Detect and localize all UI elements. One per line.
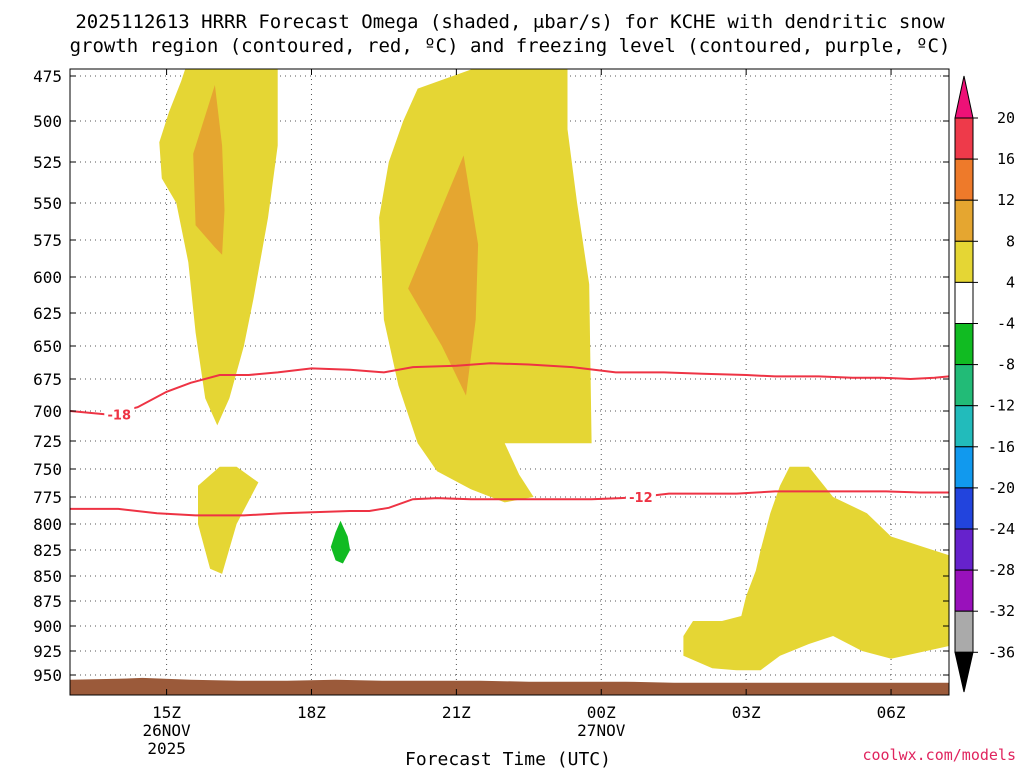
x-tick-date: 26NOV xyxy=(143,721,192,740)
y-tick-label: 925 xyxy=(33,642,62,661)
colorbar-segment xyxy=(954,240,974,283)
colorbar-segment xyxy=(954,281,974,324)
chart-title-line2: growth region (contoured, red, ºC) and f… xyxy=(70,35,951,57)
colorbar-segment xyxy=(954,528,974,571)
colorbar-segment xyxy=(954,487,974,530)
y-tick-label: 800 xyxy=(33,515,62,534)
colorbar-label: 12 xyxy=(997,191,1015,209)
x-tick-label: 00Z xyxy=(587,703,616,722)
y-tick-label: 550 xyxy=(33,194,62,213)
y-axis: 475 500 525 550 575 600 625 650 675 700 725 750 775 8… xyxy=(33,67,949,685)
y-tick-label: 825 xyxy=(33,541,62,560)
omega-region-4-8 xyxy=(683,466,949,671)
colorbar-label: -36 xyxy=(988,643,1015,661)
colorbar-label: 8 xyxy=(1006,232,1015,250)
x-tick-date: 27NOV xyxy=(577,721,626,740)
y-tick-label: 850 xyxy=(33,567,62,586)
y-tick-label: 650 xyxy=(33,337,62,356)
colorbar-segment xyxy=(954,199,974,242)
colorbar-label: 20 xyxy=(997,109,1015,127)
omega-region--8--4 xyxy=(330,520,351,564)
plot-area xyxy=(70,69,949,695)
contour-label-bg xyxy=(104,406,135,423)
colorbar-segment xyxy=(954,364,974,407)
dgz-contour-line xyxy=(70,362,949,416)
omega-region-8-12 xyxy=(408,155,479,396)
colorbar-label: -24 xyxy=(988,520,1015,538)
colorbar-label: 16 xyxy=(997,150,1015,168)
y-tick-label: 600 xyxy=(33,268,62,287)
colorbar-label: -32 xyxy=(988,602,1015,620)
colorbar-segment xyxy=(954,158,974,201)
colorbar-segment xyxy=(954,569,974,612)
y-tick-label: 625 xyxy=(33,304,62,323)
colorbar-segment xyxy=(954,117,974,160)
colorbar-segment xyxy=(954,323,974,366)
y-tick-label: 725 xyxy=(33,432,62,451)
colorbar-label: -4 xyxy=(997,315,1015,333)
terrain-fill xyxy=(70,677,949,695)
y-tick-label: 950 xyxy=(33,666,62,685)
plot-frame xyxy=(69,68,950,696)
colorbar: 20 16 12 8 4 -4 -8 -12 -16 -20 -24 -28 -32 -36 xyxy=(954,75,1015,693)
y-tick-label: 775 xyxy=(33,488,62,507)
y-tick-label: 875 xyxy=(33,592,62,611)
colorbar-segment xyxy=(954,610,974,653)
omega-region-8-12 xyxy=(193,85,225,255)
credit-text: coolwx.com/models xyxy=(862,746,1016,764)
colorbar-label: -12 xyxy=(988,397,1015,415)
colorbar-label: 4 xyxy=(1006,273,1015,291)
y-tick-label: 525 xyxy=(33,153,62,172)
chart-title-line1: 2025112613 HRRR Forecast Omega (shaded, … xyxy=(75,11,945,33)
contour-label: -18 xyxy=(108,409,132,424)
dgz-contours xyxy=(70,362,949,517)
y-tick-label: 900 xyxy=(33,617,62,636)
colorbar-label: -28 xyxy=(988,561,1015,579)
x-tick-label: 21Z xyxy=(442,703,471,722)
colorbar-segment xyxy=(954,446,974,489)
x-axis-label: Forecast Time (UTC) xyxy=(405,749,611,768)
y-tick-label: 675 xyxy=(33,370,62,389)
y-tick-label: 700 xyxy=(33,402,62,421)
colorbar-bottom-arrow xyxy=(954,651,974,693)
y-tick-label: 500 xyxy=(33,112,62,131)
omega-shading xyxy=(159,69,949,671)
x-tick-label: 18Z xyxy=(297,703,326,722)
contour-labels: -18 -12 xyxy=(104,406,656,506)
y-tick-label: 575 xyxy=(33,231,62,250)
x-tick-label: 15Z xyxy=(152,703,181,722)
omega-region-4-8 xyxy=(379,69,592,503)
x-tick-year: 2025 xyxy=(147,739,186,758)
contour-label-bg xyxy=(625,489,656,505)
contour-label: -12 xyxy=(629,491,653,506)
x-tick-label: 06Z xyxy=(877,703,906,722)
y-tick-label: 750 xyxy=(33,460,62,479)
y-tick-label: 475 xyxy=(33,67,62,86)
dgz-contour-line xyxy=(70,490,949,517)
x-tick-label: 03Z xyxy=(732,703,761,722)
omega-region-4-8 xyxy=(198,466,259,574)
colorbar-segment xyxy=(954,405,974,448)
colorbar-label: -16 xyxy=(988,438,1015,456)
colorbar-label: -20 xyxy=(988,479,1015,497)
colorbar-top-arrow xyxy=(954,75,974,119)
colorbar-label: -8 xyxy=(997,356,1015,374)
